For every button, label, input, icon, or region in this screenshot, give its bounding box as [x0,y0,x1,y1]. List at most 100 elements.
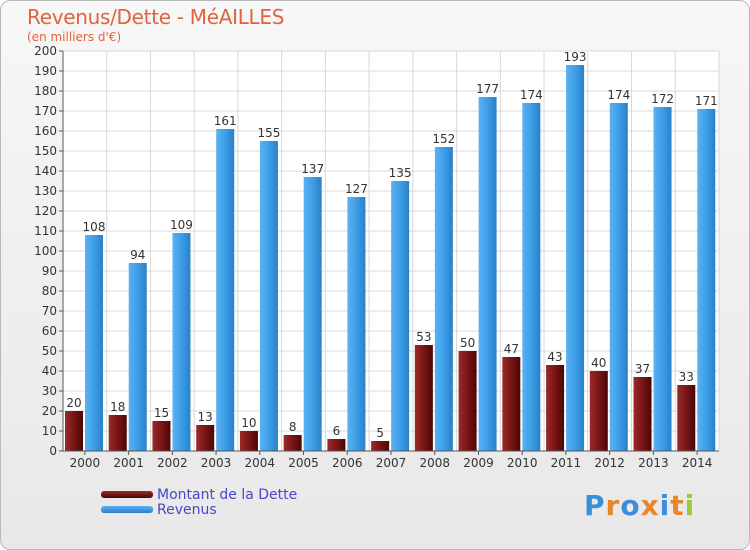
bar-dette-2000 [65,411,83,451]
bar-dette-2014 [677,385,696,451]
data-label-dette: 37 [635,362,650,376]
legend-item-dette: Montant de la Dette [101,486,298,503]
bar-revenus-2009 [478,97,497,451]
data-label-revenus: 174 [520,88,543,102]
y-tick-label: 120 [34,204,57,218]
y-tick-label: 90 [42,264,57,278]
data-label-revenus: 172 [651,92,674,106]
data-label-revenus: 137 [301,162,324,176]
data-label-dette: 40 [591,356,606,370]
y-tick-label: 80 [42,284,57,298]
data-label-dette: 43 [547,350,562,364]
y-tick-label: 0 [49,444,57,458]
data-label-revenus: 171 [695,94,718,108]
chart-subtitle: (en milliers d'€) [27,30,122,44]
grid-layer [62,50,720,452]
bar-revenus-2000 [85,235,103,451]
legend-item-revenus: Revenus [101,501,297,518]
bar-dette-2009 [458,351,477,451]
x-tick-label: 2006 [332,456,363,470]
bar-revenus-2007 [391,181,410,451]
bar-revenus-2010 [522,103,541,451]
bar-revenus-2008 [434,147,453,451]
y-tick-label: 180 [34,84,57,98]
x-tick-label: 2009 [463,456,494,470]
data-label-revenus: 155 [257,126,280,140]
data-label-revenus: 94 [130,248,145,262]
y-tick-label: 190 [34,64,57,78]
x-tick-label: 2007 [376,456,407,470]
y-tick-label: 200 [34,44,57,58]
x-tick-label: 2008 [419,456,450,470]
y-tick-label: 10 [42,424,57,438]
bar-dette-2001 [108,415,127,451]
x-tick-label: 2014 [682,456,713,470]
y-tick-label: 30 [42,384,57,398]
legend-label-revenus: Revenus [157,501,217,518]
data-label-dette: 50 [460,336,475,350]
bar-revenus-2011 [566,65,585,451]
data-label-dette: 47 [504,342,519,356]
y-tick-label: 100 [34,244,57,258]
logo-letter: r [605,489,621,522]
bar-dette-2002 [152,421,171,451]
data-label-revenus: 161 [214,114,237,128]
logo-letter: i [659,489,671,522]
bar-revenus-2012 [609,103,628,451]
x-tick-label: 2002 [157,456,188,470]
bar-dette-2007 [371,441,390,451]
x-tick-label: 2010 [507,456,538,470]
y-tick-label: 150 [34,144,57,158]
x-tick-label: 2004 [245,456,276,470]
x-tick-label: 2000 [70,456,101,470]
legend-swatch-dette [101,491,153,498]
logo-letter: t [670,489,685,522]
data-label-dette: 5 [376,426,384,440]
labels-layer: 20 108 18 94 15 109 13 161 10 155 8 137 6 127 5 135 53 15… [66,50,717,440]
chart-title: Revenus/Dette - MéAILLES [27,5,285,29]
data-label-revenus: 177 [476,82,499,96]
data-label-dette: 53 [416,330,431,344]
data-label-revenus: 109 [170,218,193,232]
bar-revenus-2003 [216,129,235,451]
bar-revenus-2013 [653,107,672,451]
logo-letter: i [684,489,696,522]
data-label-revenus: 152 [432,132,455,146]
logo-letter: o [620,489,641,522]
data-label-revenus: 174 [607,88,630,102]
bar-dette-2010 [502,357,521,451]
bar-dette-2008 [414,345,433,451]
data-label-dette: 6 [333,424,341,438]
data-label-dette: 15 [154,406,169,420]
y-tick-label: 160 [34,124,57,138]
data-label-revenus: 108 [83,220,106,234]
data-label-dette: 13 [198,410,213,424]
y-tick-label: 20 [42,404,57,418]
x-tick-label: 2005 [288,456,319,470]
bars-layer [65,65,716,451]
bar-dette-2003 [196,425,215,451]
y-tick-label: 170 [34,104,57,118]
y-tick-label: 130 [34,184,57,198]
bar-revenus-2001 [128,263,147,451]
data-label-dette: 10 [241,416,256,430]
y-tick-label: 110 [34,224,57,238]
logo-letter: P [584,489,606,522]
bar-dette-2012 [589,371,608,451]
x-tick-label: 2003 [201,456,232,470]
bar-dette-2011 [546,365,565,451]
x-tick-label: 2012 [594,456,625,470]
x-tick-label: 2013 [638,456,669,470]
y-tick-label: 70 [42,304,57,318]
bar-dette-2006 [327,439,346,451]
x-tick-label: 2001 [113,456,144,470]
legend-label-dette: Montant de la Dette [157,486,298,503]
data-label-revenus: 127 [345,182,368,196]
proxiti-logo: Proxiti [584,489,695,522]
bar-revenus-2005 [303,177,322,451]
legend: Montant de la Dette Revenus [101,486,298,518]
bar-dette-2013 [633,377,652,451]
bar-revenus-2006 [347,197,366,451]
